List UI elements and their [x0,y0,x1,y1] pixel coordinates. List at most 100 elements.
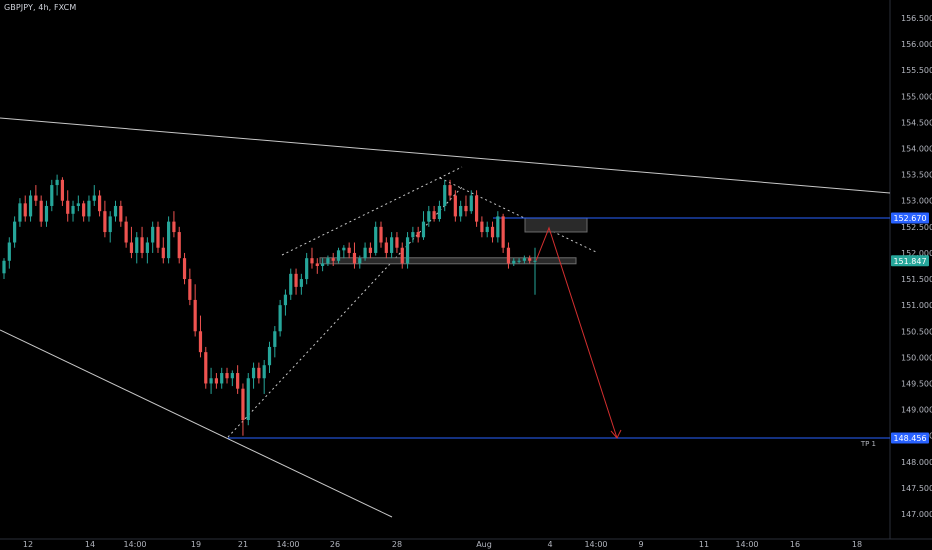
candle-body [289,273,293,295]
time-axis[interactable]: 12 14 14:00 19 21 14:00 26 28 Aug 4 14:00 9 11 14:00 1… [23,540,862,549]
candle-body [225,373,229,379]
price-tick-label: 152.000 [901,249,932,258]
candle-body [209,378,213,384]
candle-body [443,185,447,206]
candle-body [517,260,521,262]
price-tick-label: 148.000 [901,458,932,467]
candle-body [453,195,457,217]
candle-body [262,365,266,379]
candle-body [230,373,234,379]
price-tick-label: 149.000 [901,406,932,415]
candle-body [13,221,17,243]
candle-body [336,250,341,261]
candle-body [145,242,149,253]
price-tick-label: 155.500 [901,66,932,75]
candle-body [257,367,261,379]
projection-arrowhead [610,429,622,439]
candle-body [533,260,537,262]
candle-body [299,279,303,287]
price-tick-label: 154.000 [901,145,932,154]
candle-body [384,242,388,253]
candle-body [400,247,404,264]
price-tick-label: 156.500 [901,14,932,23]
candle-body [390,237,394,253]
resistance-zone [524,217,588,233]
support-zone [319,257,577,265]
candle-body [448,185,452,196]
price-badge [891,432,929,444]
candle-body [129,242,134,253]
candle-body [305,258,309,280]
time-tick-label: 16 [790,540,800,549]
candle-body [405,237,410,264]
candle-body [182,258,187,280]
price-tick-label: 151.000 [901,301,932,310]
candle-body [108,216,112,233]
price-badge-label: 148.456 [893,434,926,443]
candle-body [82,203,86,217]
price-axis[interactable]: 156.500 156.000 155.500 155.000 154.500 154.0… [901,14,932,519]
candle-body [161,247,165,259]
candle-body [283,294,288,306]
candle-body [347,247,351,253]
price-badge-label: 152.670 [893,214,926,223]
price-tick-label: 151.500 [901,275,932,284]
candle-body [177,232,181,259]
time-tick-label: 12 [23,540,33,549]
candle-body [267,346,272,366]
candle-body [188,279,192,300]
candle-body [432,211,436,220]
time-tick-label: Aug [476,540,492,549]
symbol-title: GBPJPY, 4h, FXCM [4,3,77,12]
candle-body [512,260,516,264]
price-tick-label: 153.000 [901,197,932,206]
rising-wedge-upper-line [281,166,463,256]
price-tick-label: 147.500 [901,484,932,493]
time-tick-label: 14:00 [123,540,146,549]
candle-body [236,373,240,389]
candle-body [273,331,277,347]
candle-body [374,226,378,253]
candle-body [71,205,75,214]
candle-body [44,205,49,222]
candle-body [464,205,468,212]
candle-body [368,247,372,253]
tp1-label: TP 1 [860,440,876,448]
candle-body [241,388,245,421]
candle-body [294,273,298,287]
candle-body [411,232,415,238]
candle-body [198,331,203,353]
candle-body [39,200,43,222]
candle-body [140,237,144,253]
candle-body [193,299,197,332]
candle-body [416,232,420,238]
candle-body [34,195,38,201]
price-tick-label: 150.500 [901,327,932,336]
candles-layer [2,174,537,436]
candle-body [28,195,33,217]
time-tick-label: 14:00 [735,540,758,549]
time-tick-label: 4 [547,540,552,549]
candle-body [135,237,139,253]
candle-body [427,211,431,222]
candle-body [251,367,256,379]
time-tick-label: 21 [238,540,248,549]
time-tick-label: 19 [191,540,201,549]
candle-body [167,221,171,259]
candle-body [363,247,367,259]
time-tick-label: 14:00 [584,540,607,549]
candle-body [395,237,399,248]
candle-body [220,373,224,384]
time-tick-label: 11 [699,540,709,549]
candle-body [321,263,325,266]
time-tick-label: 9 [638,540,643,549]
candle-body [459,205,463,217]
candle-body [326,258,330,264]
candle-body [342,247,346,251]
candle-body [310,258,314,264]
candle-body [469,195,473,212]
price-badge [891,212,929,224]
time-tick-label: 18 [852,540,862,549]
candle-body [528,258,532,261]
